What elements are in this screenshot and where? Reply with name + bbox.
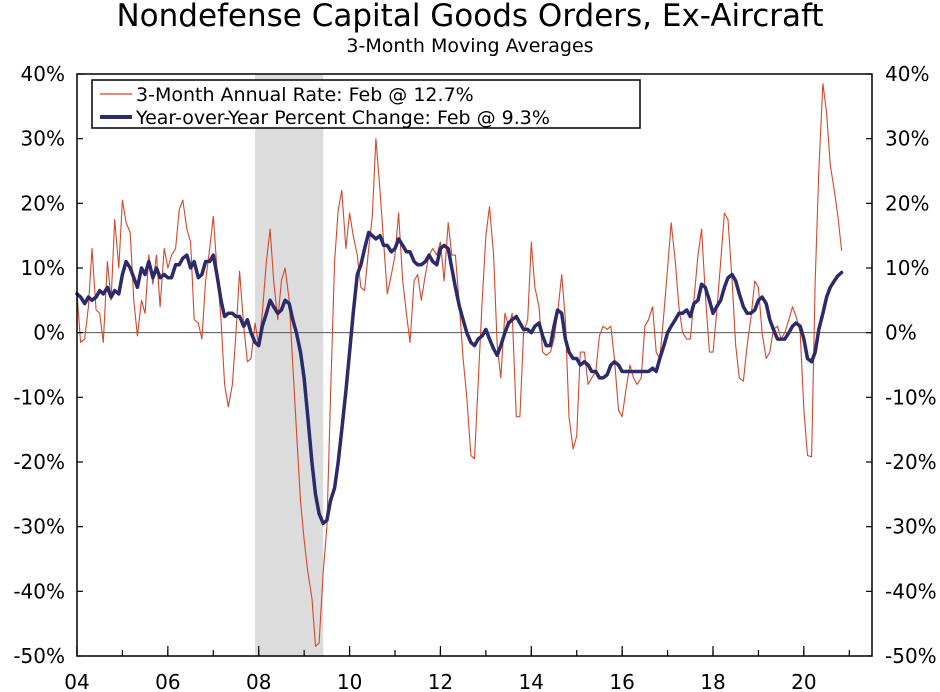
y-tick-label-left: -20% [13, 450, 65, 474]
x-tick-label: 12 [428, 670, 453, 692]
series-line-yoy [75, 230, 844, 526]
y-tick-label-left: -40% [13, 579, 65, 603]
y-tick-label-left: -30% [13, 515, 65, 539]
y-tick-label-right: -30% [885, 515, 937, 539]
y-tick-label-left: 30% [21, 127, 65, 151]
y-tick-label-left: 0% [33, 321, 65, 345]
x-tick-label: 14 [519, 670, 544, 692]
series-group [75, 83, 844, 647]
x-tick-label: 18 [700, 670, 725, 692]
legend-box [91, 79, 641, 129]
y-tick-label-right: 40% [885, 62, 929, 86]
recession-shading-group [255, 74, 324, 656]
y-tick-label-right: 0% [885, 321, 917, 345]
y-axis-ticks: 40% 40% 30% 30% 20% 20% 10% 10% 0% 0% -10% -10% -20%… [13, 62, 936, 668]
y-tick-label-right: -50% [885, 644, 937, 668]
plot-border [76, 73, 873, 657]
series-line-annual-rate [76, 83, 843, 647]
chart-subtitle: 3-Month Moving Averages [346, 35, 593, 57]
y-tick-label-right: 30% [885, 127, 929, 151]
y-tick-label-right: -40% [885, 579, 937, 603]
y-tick-label-right: 20% [885, 191, 929, 215]
x-axis-ticks: 04 06 08 10 12 14 16 18 20 [64, 646, 850, 692]
y-tick-label-left: 40% [21, 62, 65, 86]
plot-frame [76, 73, 873, 657]
recession-band [255, 74, 324, 656]
y-tick-label-left: 20% [21, 191, 65, 215]
y-tick-label-right: -20% [885, 450, 937, 474]
x-tick-label: 16 [609, 670, 634, 692]
x-tick-label: 08 [246, 670, 271, 692]
y-tick-label-left: -50% [13, 644, 65, 668]
y-tick-label-right: -10% [885, 385, 937, 409]
x-tick-label: 10 [337, 670, 362, 692]
y-tick-label-right: 10% [885, 256, 929, 280]
x-tick-label: 06 [155, 670, 180, 692]
y-tick-label-left: 10% [21, 256, 65, 280]
x-tick-label: 04 [64, 670, 89, 692]
x-tick-label: 20 [791, 670, 816, 692]
chart-title: Nondefense Capital Goods Orders, Ex-Airc… [116, 0, 823, 34]
y-tick-label-left: -10% [13, 385, 65, 409]
legend-label-yoy: Year-over-Year Percent Change: Feb @ 9.3… [135, 107, 550, 129]
legend: 3-Month Annual Rate: Feb @ 12.7% Year-ov… [91, 79, 641, 129]
legend-label-annual-rate: 3-Month Annual Rate: Feb @ 12.7% [136, 84, 474, 106]
